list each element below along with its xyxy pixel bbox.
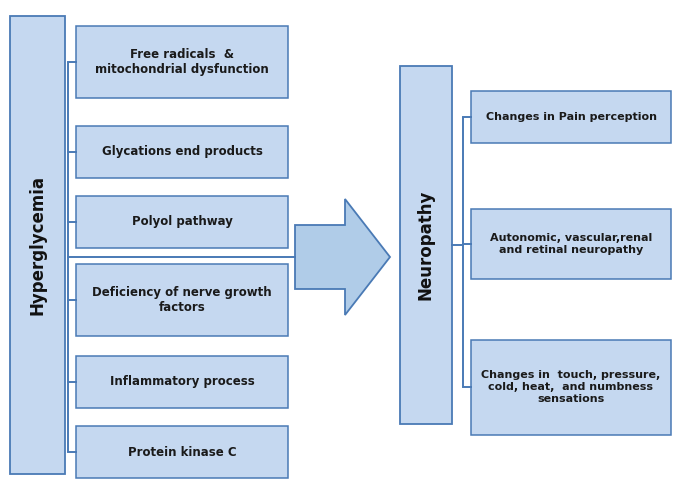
- Text: Glycations end products: Glycations end products: [101, 146, 262, 158]
- Text: Hyperglycemia: Hyperglycemia: [29, 175, 46, 315]
- Text: Deficiency of nerve growth
factors: Deficiency of nerve growth factors: [92, 286, 272, 314]
- FancyBboxPatch shape: [76, 126, 288, 178]
- Polygon shape: [295, 199, 390, 315]
- FancyBboxPatch shape: [76, 196, 288, 248]
- FancyBboxPatch shape: [471, 209, 671, 279]
- FancyBboxPatch shape: [10, 16, 65, 474]
- FancyBboxPatch shape: [76, 356, 288, 408]
- Text: Changes in Pain perception: Changes in Pain perception: [486, 112, 656, 122]
- Text: Free radicals  &
mitochondrial dysfunction: Free radicals & mitochondrial dysfunctio…: [95, 48, 269, 76]
- Text: Neuropathy: Neuropathy: [417, 190, 435, 300]
- FancyBboxPatch shape: [471, 339, 671, 434]
- Text: Inflammatory process: Inflammatory process: [109, 375, 254, 389]
- Text: Protein kinase C: Protein kinase C: [128, 445, 237, 459]
- FancyBboxPatch shape: [76, 264, 288, 336]
- Text: Changes in  touch, pressure,
cold, heat,  and numbness
sensations: Changes in touch, pressure, cold, heat, …: [481, 370, 661, 403]
- FancyBboxPatch shape: [76, 426, 288, 478]
- Text: Polyol pathway: Polyol pathway: [131, 215, 233, 228]
- Text: Autonomic, vascular,renal
and retinal neuropathy: Autonomic, vascular,renal and retinal ne…: [490, 233, 652, 255]
- FancyBboxPatch shape: [76, 26, 288, 98]
- FancyBboxPatch shape: [400, 66, 452, 424]
- FancyBboxPatch shape: [471, 91, 671, 143]
